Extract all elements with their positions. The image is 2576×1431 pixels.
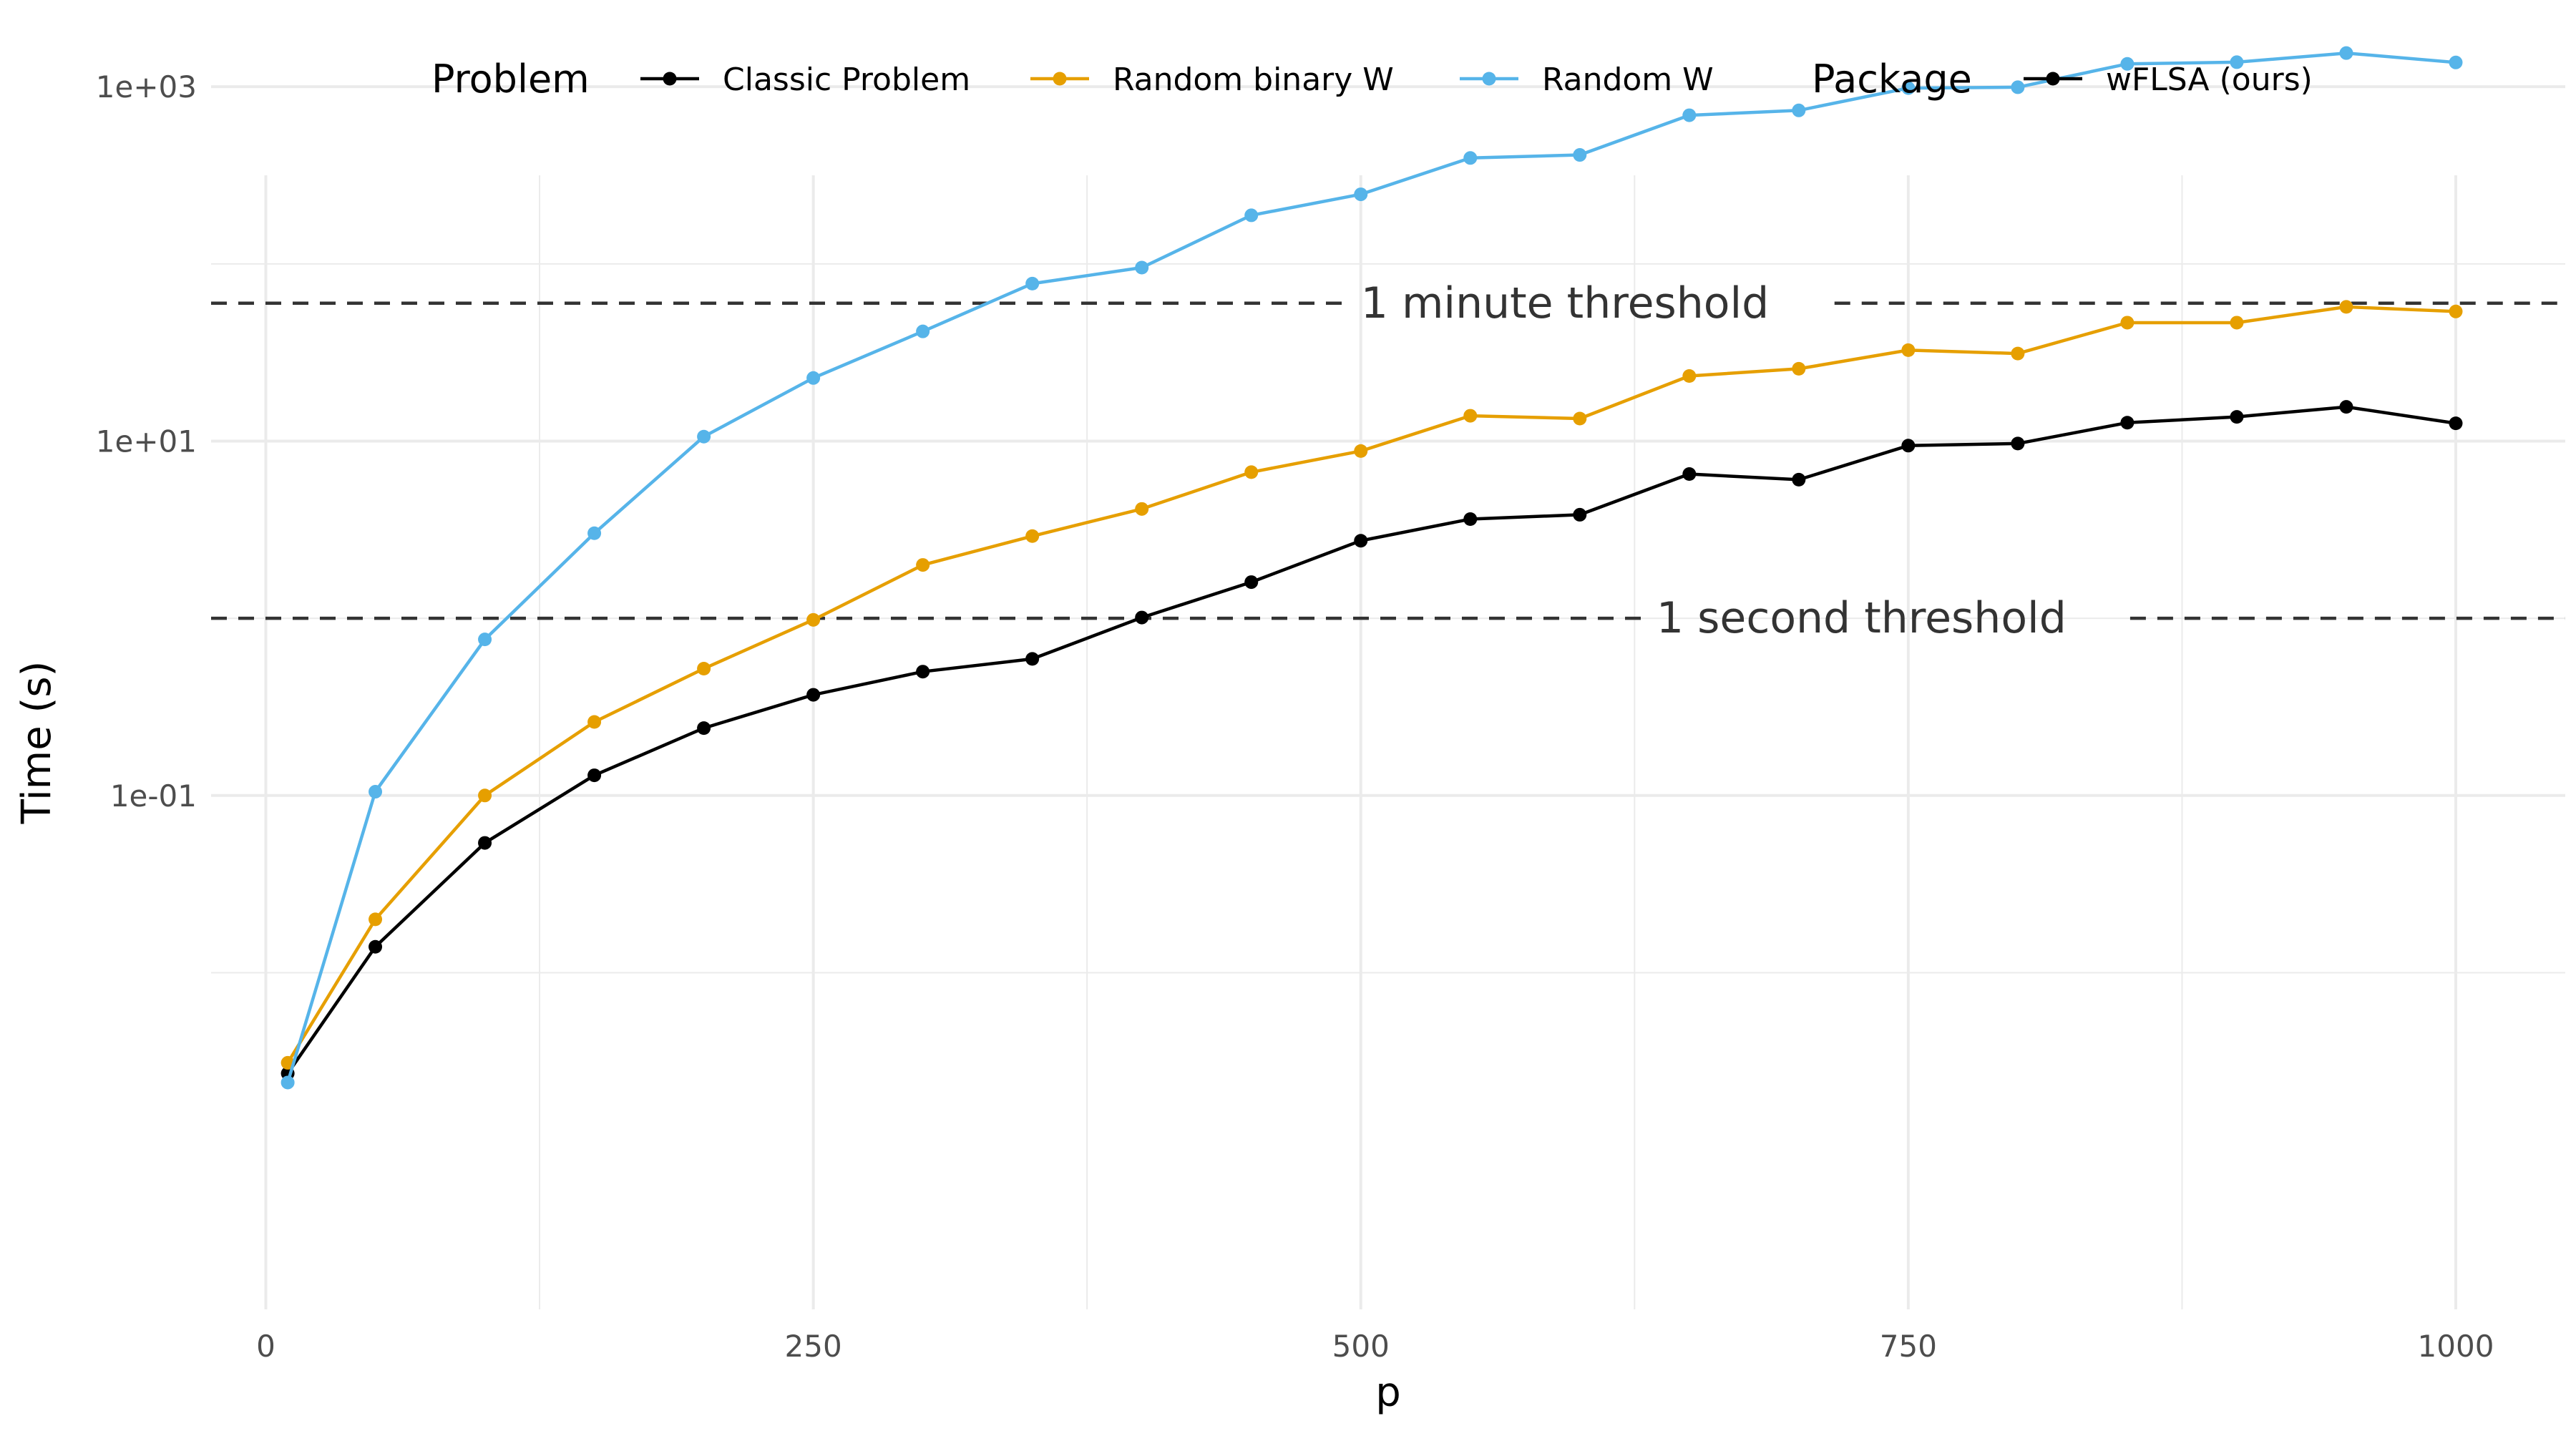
data-point <box>1025 529 1040 543</box>
data-point <box>1025 652 1040 666</box>
data-point <box>916 558 930 572</box>
data-point <box>2011 80 2025 94</box>
data-point <box>369 912 383 927</box>
data-point <box>1244 208 1259 223</box>
data-point <box>2449 55 2463 69</box>
thresholds: 1 minute threshold 1 second threshold <box>211 278 2565 643</box>
data-point <box>1354 444 1368 458</box>
data-point <box>806 612 821 627</box>
legend-label: Random W <box>1542 62 1714 98</box>
legend-label: Random binary W <box>1113 62 1394 98</box>
data-point <box>1135 610 1149 625</box>
x-tick-label: 1000 <box>2418 1329 2494 1364</box>
data-point <box>280 1075 295 1090</box>
x-tick-label: 750 <box>1880 1329 1937 1364</box>
legend-key-point <box>2046 72 2060 86</box>
data-point <box>1354 534 1368 548</box>
data-point <box>1901 81 1916 95</box>
data-point <box>697 661 711 675</box>
data-point <box>478 633 492 647</box>
x-tick-label: 500 <box>1332 1329 1390 1364</box>
data-point <box>2120 57 2135 71</box>
x-tick-label: 0 <box>256 1329 275 1364</box>
legend-key-point <box>1482 72 1496 86</box>
data-point <box>2230 55 2244 69</box>
legend-label: Classic Problem <box>723 62 970 98</box>
data-point <box>2011 436 2025 451</box>
legend-key-point <box>663 72 677 86</box>
data-point <box>1573 148 1587 162</box>
legend-label: wFLSA (ours) <box>2106 62 2313 98</box>
data-point <box>1244 465 1259 479</box>
data-point <box>1901 343 1916 357</box>
data-point <box>2339 46 2353 60</box>
data-point <box>806 688 821 702</box>
data-point <box>2230 316 2244 330</box>
series-lines <box>280 46 2463 1090</box>
data-point <box>1792 361 1806 376</box>
data-point <box>1244 575 1259 590</box>
legend-title-problem: Problem <box>431 57 590 102</box>
data-point <box>1573 411 1587 426</box>
data-point <box>1354 187 1368 202</box>
x-tick-label: 250 <box>785 1329 842 1364</box>
series-line <box>286 405 2457 1075</box>
grid <box>211 85 2565 1309</box>
data-point <box>2339 400 2353 414</box>
data-point <box>1682 369 1697 384</box>
data-point <box>587 768 602 783</box>
threshold-label: 1 second threshold <box>1657 593 2067 643</box>
data-point <box>1463 151 1478 165</box>
data-point <box>369 785 383 799</box>
data-point <box>2449 304 2463 318</box>
legend: Problem Classic Problem Random binary W Ran… <box>431 57 2313 102</box>
y-tick-label: 1e-01 <box>110 778 197 814</box>
data-point <box>1792 103 1806 117</box>
data-point <box>2011 346 2025 361</box>
data-point <box>1135 502 1149 516</box>
data-point <box>916 665 930 679</box>
threshold-label: 1 minute threshold <box>1361 278 1770 328</box>
data-point <box>587 715 602 729</box>
data-point <box>916 324 930 338</box>
y-axis-title: Time (s) <box>14 661 60 825</box>
x-axis-title: p <box>1375 1369 1401 1416</box>
data-point <box>587 526 602 540</box>
data-point <box>697 721 711 736</box>
data-point <box>2120 316 2135 330</box>
data-point <box>2230 410 2244 424</box>
data-point <box>478 836 492 850</box>
data-point <box>369 939 383 954</box>
data-point <box>1463 409 1478 423</box>
data-point <box>1901 439 1916 453</box>
data-point <box>2120 416 2135 430</box>
data-point <box>1682 467 1697 481</box>
legend-title-package: Package <box>1812 57 1972 102</box>
data-point <box>806 371 821 385</box>
axes: 0 250 500 750 1000 1e-01 1e+01 1e+03 p Time (s) <box>14 69 2494 1416</box>
data-point <box>1135 260 1149 275</box>
y-tick-label: 1e+01 <box>96 424 197 459</box>
data-point <box>1682 108 1697 122</box>
data-point <box>478 788 492 803</box>
data-point <box>1792 472 1806 487</box>
y-tick-label: 1e+03 <box>96 69 197 104</box>
data-point <box>697 429 711 444</box>
legend-key-point <box>1053 72 1067 86</box>
data-point <box>2339 300 2353 314</box>
data-point <box>1463 512 1478 526</box>
data-point <box>1573 507 1587 522</box>
data-point <box>1025 276 1040 290</box>
series-line <box>286 51 2457 1083</box>
data-point <box>2449 416 2463 431</box>
